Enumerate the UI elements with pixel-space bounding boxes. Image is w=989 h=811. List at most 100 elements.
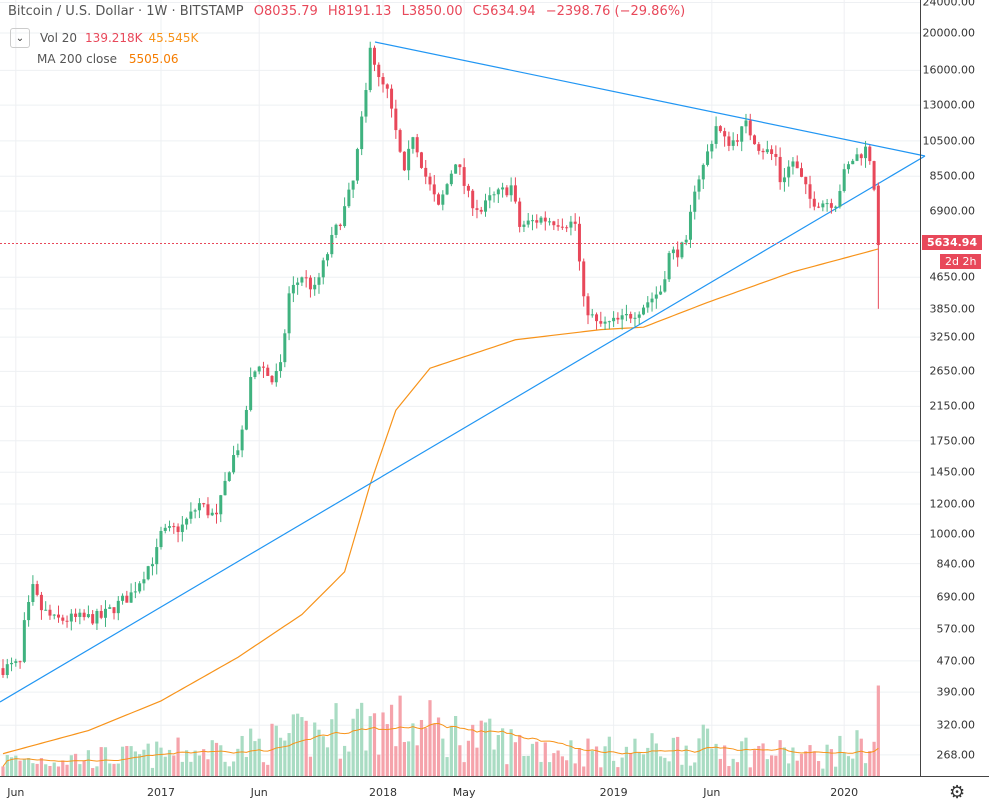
candle-body — [701, 164, 705, 180]
time-tick-label: 2019 — [599, 786, 628, 799]
candle-body — [496, 189, 500, 195]
candle-body — [266, 367, 270, 376]
volume-bar — [761, 743, 765, 776]
candle-body — [274, 370, 278, 383]
volume-bar — [846, 756, 851, 776]
volume-bar — [829, 749, 833, 776]
volume-bar — [266, 764, 270, 776]
volume-bar — [449, 725, 453, 776]
volume-bar — [334, 703, 338, 776]
price-tick-label: 4650.00 — [929, 270, 976, 284]
candle-body — [821, 203, 825, 208]
collapse-legend-chevron-icon[interactable]: ⌄ — [10, 28, 30, 48]
candle-body — [415, 137, 419, 153]
volume-bar — [859, 738, 863, 776]
volume-bar — [180, 761, 184, 776]
candle-body — [659, 291, 663, 295]
trendline-lower[interactable] — [0, 155, 926, 703]
volume-bar — [667, 761, 671, 776]
volume-bar — [385, 724, 389, 776]
candle-body — [505, 187, 509, 196]
trendline-upper[interactable] — [374, 41, 926, 157]
candle-body — [27, 602, 31, 621]
volume-bar — [782, 747, 787, 776]
candle-body — [249, 377, 253, 410]
candle-body — [509, 185, 513, 196]
volume-bar — [701, 724, 705, 776]
candle-body — [304, 277, 308, 279]
volume-bar — [710, 748, 714, 776]
volume-bar — [791, 747, 795, 776]
volume-bars — [1, 685, 880, 776]
candle-body — [441, 194, 445, 205]
candle-body — [757, 144, 761, 151]
volume-bar — [505, 764, 509, 776]
volume-bar — [671, 737, 675, 776]
candle-body — [565, 227, 569, 229]
last-price-tag: 5634.94 — [922, 235, 983, 250]
candle-body — [39, 594, 43, 611]
candle-body — [855, 154, 859, 161]
candle-body — [560, 226, 564, 228]
volume-bar — [825, 744, 829, 776]
volume-bar — [475, 747, 479, 776]
candle-body — [829, 203, 833, 208]
volume-bar — [799, 753, 804, 776]
ohlc-change: −2398.76 (−29.86%) — [545, 4, 686, 19]
candle-body — [44, 609, 48, 611]
volume-bar — [377, 754, 381, 776]
volume-bar — [483, 722, 488, 776]
candle-body — [407, 148, 411, 171]
volume-bar — [313, 722, 317, 776]
candle-body — [727, 136, 731, 146]
candle-body — [61, 617, 65, 621]
volume-bar — [56, 766, 61, 776]
candle-body — [125, 595, 129, 603]
volume-bar — [189, 761, 193, 776]
volume-bar — [552, 753, 556, 776]
candle-body — [714, 126, 718, 144]
candle-body — [419, 152, 423, 168]
candle-body — [552, 221, 556, 226]
volume-bar — [650, 733, 654, 776]
price-tick-label: 3850.00 — [929, 302, 976, 316]
candle-body — [744, 120, 748, 127]
candle-body — [355, 149, 359, 181]
candle-body — [808, 184, 812, 199]
candle-body — [693, 191, 697, 212]
candle-body — [539, 217, 543, 223]
volume-bar — [752, 750, 757, 776]
volume-bar — [69, 755, 73, 776]
candle-body — [573, 221, 577, 224]
volume-bar — [565, 760, 569, 776]
volume-bar — [31, 763, 35, 776]
candle-body — [765, 149, 769, 153]
candle-body — [168, 526, 172, 528]
volume-bar — [466, 740, 471, 776]
volume-bar — [210, 740, 214, 776]
candle-body — [556, 225, 560, 227]
volume-bar — [513, 742, 517, 776]
price-tick-label: 6900.00 — [929, 204, 976, 218]
candle-body — [180, 524, 184, 533]
volume-bar — [95, 766, 99, 776]
candle-body — [35, 584, 39, 595]
candle-body — [616, 317, 620, 320]
candle-body — [782, 177, 786, 183]
candle-body — [82, 612, 86, 618]
candles — [1, 41, 880, 679]
candle-body — [629, 314, 633, 319]
volume-bar — [795, 760, 799, 776]
candle-body — [10, 662, 14, 665]
candle-body — [296, 282, 300, 285]
volume-bar — [573, 763, 577, 776]
volume-bar — [693, 762, 697, 776]
candle-body — [543, 217, 547, 222]
volume-bar — [240, 735, 244, 776]
gear-icon[interactable]: ⚙ — [949, 782, 966, 803]
candle-body — [424, 167, 428, 177]
candle-body — [236, 450, 240, 456]
volume-bar — [394, 746, 398, 776]
volume-bar — [441, 738, 445, 776]
